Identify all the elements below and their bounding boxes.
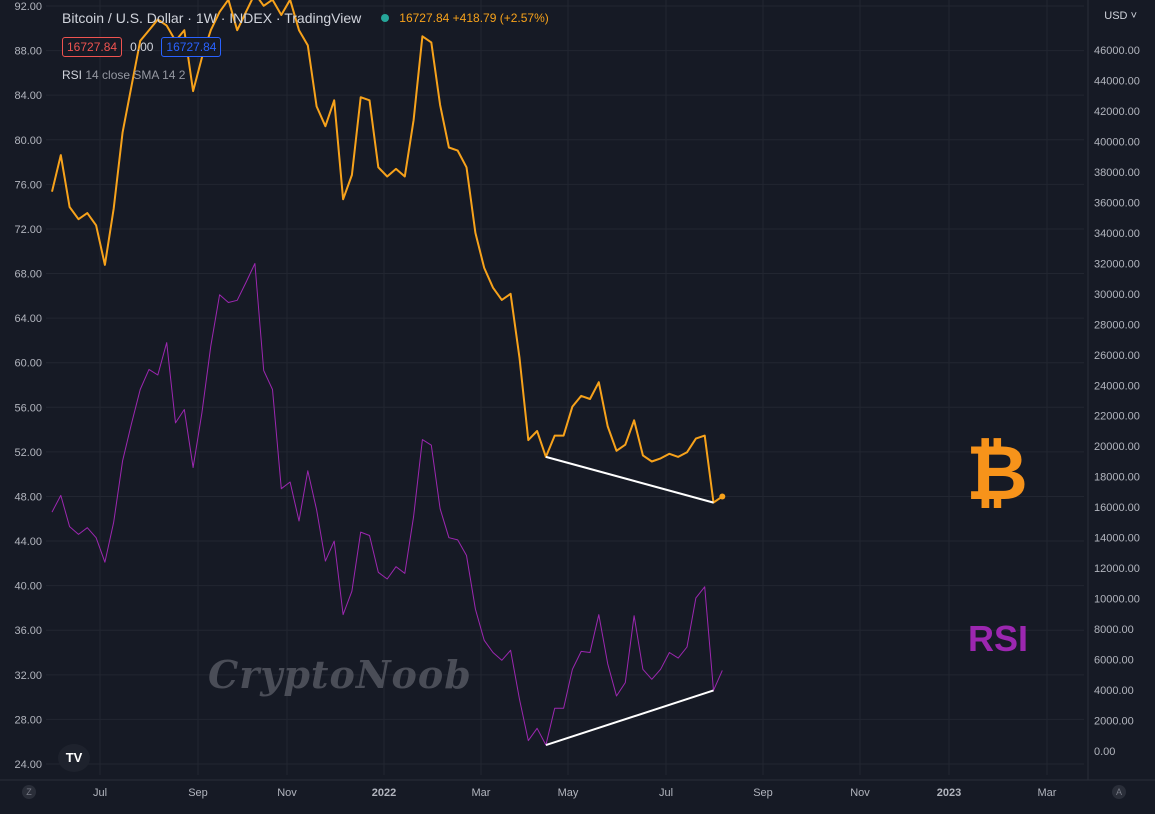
trendlines[interactable] xyxy=(545,455,714,747)
left-tick-label: 48.00 xyxy=(14,491,42,503)
currency-selector[interactable]: USD ˅ xyxy=(1104,10,1137,22)
right-tick-label: 38000.00 xyxy=(1094,167,1140,179)
rsi-line xyxy=(51,263,723,746)
bitcoin-logo-icon: ₿ xyxy=(966,431,1028,516)
right-tick-label: 18000.00 xyxy=(1094,472,1140,484)
indicator-params: 14 close SMA 14 2 xyxy=(85,68,186,82)
rsi-annotation: RSI xyxy=(968,618,1029,659)
price-zero: 0.00 xyxy=(130,40,154,54)
price-quote: 16727.84 +418.79 (+2.57%) xyxy=(399,11,549,25)
price-box-blue: 16727.84 xyxy=(161,37,222,57)
right-axis-usd[interactable]: 0.00 2000.00 4000.00 6000.00 8000.00 10000.00… xyxy=(1094,45,1140,758)
left-tick-label: 28.00 xyxy=(14,714,42,726)
right-tick-label: 42000.00 xyxy=(1094,106,1140,118)
price-box-red: 16727.84 xyxy=(62,37,123,57)
left-axis-rsi[interactable]: 24.00 28.00 32.00 36.00 40.00 44.00 48.00 52.00… xyxy=(14,1,42,771)
right-tick-label: 36000.00 xyxy=(1094,197,1140,209)
time-axis[interactable]: Jul Sep Nov 2022 Mar May Jul Sep Nov 2023 Mar xyxy=(93,787,1057,799)
right-tick-label: 34000.00 xyxy=(1094,228,1140,240)
indicator-legend[interactable]: RSI 14 close SMA 14 2 xyxy=(62,68,185,82)
time-tick-label: Mar xyxy=(472,787,491,799)
right-tick-label: 2000.00 xyxy=(1094,716,1134,728)
time-tick-label: Jul xyxy=(659,787,673,799)
right-tick-label: 22000.00 xyxy=(1094,411,1140,423)
tradingview-logo-icon[interactable]: TV xyxy=(58,744,90,772)
left-tick-label: 60.00 xyxy=(14,358,42,370)
right-tick-label: 12000.00 xyxy=(1094,563,1140,575)
left-tick-label: 32.00 xyxy=(14,670,42,682)
right-tick-label: 32000.00 xyxy=(1094,258,1140,270)
right-tick-label: 44000.00 xyxy=(1094,75,1140,87)
right-tick-label: 16000.00 xyxy=(1094,502,1140,514)
rsi-trendline xyxy=(545,689,714,747)
time-tick-label: 2022 xyxy=(372,787,396,799)
time-tick-label: 2023 xyxy=(937,787,961,799)
btc-price-line xyxy=(51,0,723,504)
currency-label: USD xyxy=(1104,10,1128,22)
left-tick-label: 92.00 xyxy=(14,1,42,13)
right-tick-label: 46000.00 xyxy=(1094,45,1140,57)
right-tick-label: 20000.00 xyxy=(1094,441,1140,453)
left-tick-label: 72.00 xyxy=(14,224,42,236)
left-tick-label: 80.00 xyxy=(14,135,42,147)
left-tick-label: 40.00 xyxy=(14,581,42,593)
left-tick-label: 84.00 xyxy=(14,90,42,102)
right-tick-label: 14000.00 xyxy=(1094,533,1140,545)
watermark: CryptoNoob xyxy=(208,652,472,697)
time-tick-label: Mar xyxy=(1038,787,1057,799)
left-tick-label: 44.00 xyxy=(14,536,42,548)
left-tick-label: 36.00 xyxy=(14,625,42,637)
last-price-dot xyxy=(719,493,726,500)
chevron-down-icon: ˅ xyxy=(1130,10,1137,22)
time-tick-label: Nov xyxy=(850,787,870,799)
time-tick-label: Sep xyxy=(188,787,208,799)
time-tick-label: May xyxy=(558,787,579,799)
right-tick-label: 8000.00 xyxy=(1094,624,1134,636)
grid-lines xyxy=(0,0,1155,781)
symbol-title[interactable]: Bitcoin / U.S. Dollar · 1W · INDEX · Tra… xyxy=(62,10,362,26)
auto-scale-button[interactable]: A xyxy=(1112,785,1126,799)
market-status-icon xyxy=(381,14,390,22)
right-tick-label: 6000.00 xyxy=(1094,655,1134,667)
right-tick-label: 10000.00 xyxy=(1094,594,1140,606)
right-tick-label: 0.00 xyxy=(1094,746,1115,758)
left-tick-label: 64.00 xyxy=(14,313,42,325)
series-group xyxy=(51,0,726,746)
left-tick-label: 52.00 xyxy=(14,447,42,459)
left-tick-label: 24.00 xyxy=(14,759,42,771)
price-trendline xyxy=(545,455,714,504)
left-tick-label: 68.00 xyxy=(14,269,42,281)
time-tick-label: Sep xyxy=(753,787,773,799)
zoom-button[interactable]: Z xyxy=(22,785,36,799)
right-tick-label: 4000.00 xyxy=(1094,685,1134,697)
right-tick-label: 28000.00 xyxy=(1094,319,1140,331)
price-values: 16727.84 0.00 16727.84 xyxy=(62,37,222,57)
time-tick-label: Nov xyxy=(277,787,297,799)
left-tick-label: 76.00 xyxy=(14,179,42,191)
left-tick-label: 88.00 xyxy=(14,46,42,58)
right-tick-label: 24000.00 xyxy=(1094,380,1140,392)
right-tick-label: 40000.00 xyxy=(1094,136,1140,148)
time-tick-label: Jul xyxy=(93,787,107,799)
chart-header: Bitcoin / U.S. Dollar · 1W · INDEX · Tra… xyxy=(62,10,549,26)
right-tick-label: 30000.00 xyxy=(1094,289,1140,301)
indicator-name: RSI xyxy=(62,68,83,82)
right-tick-label: 26000.00 xyxy=(1094,350,1140,362)
left-tick-label: 56.00 xyxy=(14,402,42,414)
